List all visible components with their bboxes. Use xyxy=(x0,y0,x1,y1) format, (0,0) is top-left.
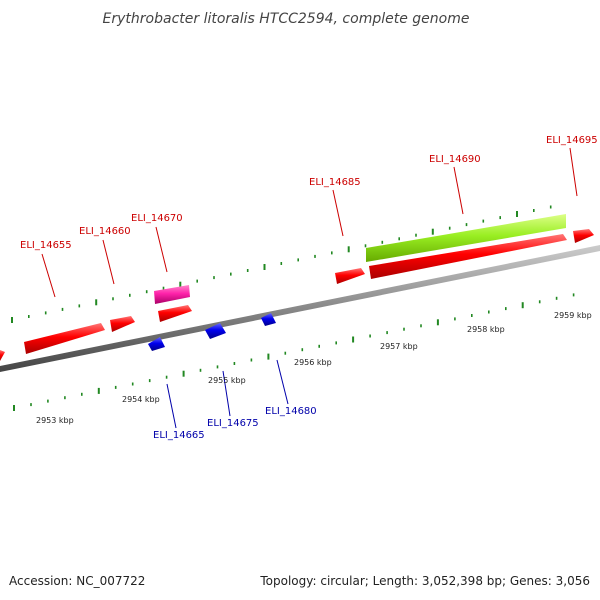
genome-backbone xyxy=(0,245,600,372)
gene-arrow-eli-14670[interactable] xyxy=(158,305,192,322)
scale-label-2953: 2953 kbp xyxy=(36,416,74,425)
scale-labels: 2953 kbp 2954 kbp 2955 kbp 2956 kbp 2957… xyxy=(36,311,592,425)
rna-gene-eli-14670[interactable] xyxy=(154,285,190,304)
gene-arrow-eli-14665[interactable] xyxy=(148,337,165,351)
gene-label-eli-14665[interactable]: ELI_14665 xyxy=(153,430,205,441)
tick-row-reverse xyxy=(13,293,575,411)
scale-label-2956: 2956 kbp xyxy=(294,358,332,367)
gene-arrow-eli-14695[interactable] xyxy=(573,229,594,243)
gene-arrow-eli-14660[interactable] xyxy=(110,316,135,332)
forward-gene-labels: ELI_14655 ELI_14660 ELI_14670 ELI_14685 … xyxy=(20,135,598,251)
scale-label-2958: 2958 kbp xyxy=(467,325,505,334)
scale-label-2954: 2954 kbp xyxy=(122,395,160,404)
gene-label-eli-14690[interactable]: ELI_14690 xyxy=(429,154,481,165)
forward-genes xyxy=(0,229,594,361)
gene-label-eli-14655[interactable]: ELI_14655 xyxy=(20,240,72,251)
gene-arrow-eli-14680[interactable] xyxy=(261,313,276,326)
gene-label-eli-14670[interactable]: ELI_14670 xyxy=(131,213,183,224)
scale-label-2955: 2955 kbp xyxy=(208,376,246,385)
gene-label-eli-14685[interactable]: ELI_14685 xyxy=(309,177,361,188)
gene-arrow-eli-14675[interactable] xyxy=(205,323,226,339)
tick-row-forward xyxy=(11,205,552,323)
map-title: Erythrobacter litoralis HTCC2594, comple… xyxy=(103,11,470,27)
forward-leader-lines xyxy=(41,147,578,298)
gene-arrow-eli-14690[interactable] xyxy=(369,234,567,279)
scale-label-2957: 2957 kbp xyxy=(380,342,418,351)
accession-text: Accession: NC_007722 xyxy=(9,574,145,588)
genome-summary-text: Topology: circular; Length: 3,052,398 bp… xyxy=(259,574,590,588)
gene-arrow-edge-left[interactable] xyxy=(0,350,5,361)
scale-label-2959: 2959 kbp xyxy=(554,311,592,320)
gene-arrow-eli-14685[interactable] xyxy=(335,268,365,284)
gene-label-eli-14680[interactable]: ELI_14680 xyxy=(265,406,317,417)
reverse-leader-lines xyxy=(166,359,289,429)
gene-arrow-eli-14655[interactable] xyxy=(24,323,105,354)
gene-label-eli-14695[interactable]: ELI_14695 xyxy=(546,135,598,146)
gene-label-eli-14675[interactable]: ELI_14675 xyxy=(207,418,259,429)
cds-track-bar xyxy=(366,214,566,262)
gene-label-eli-14660[interactable]: ELI_14660 xyxy=(79,226,131,237)
reverse-gene-labels: ELI_14665 ELI_14675 ELI_14680 xyxy=(153,406,317,441)
reverse-genes xyxy=(148,313,276,351)
